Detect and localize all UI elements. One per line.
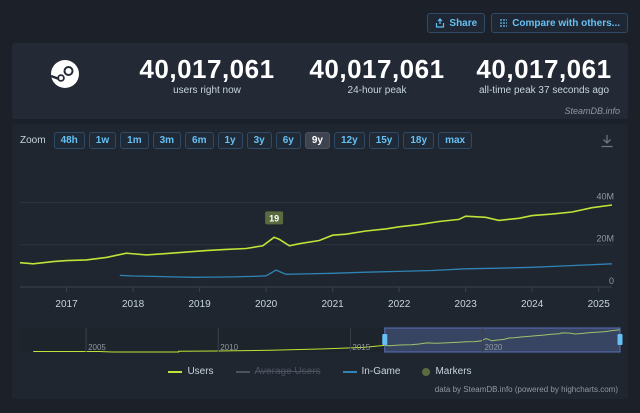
share-button[interactable]: Share xyxy=(427,13,486,33)
stat-all-time-peak: 40,017,061 all-time peak 37 seconds ago xyxy=(464,55,624,96)
navigator-tick-label: 2010 xyxy=(220,343,238,352)
credit-text: data by SteamDB.info (powered by highcha… xyxy=(434,385,618,394)
navigator-background xyxy=(20,328,620,352)
stat-all-time-peak-label: all-time peak 37 seconds ago xyxy=(478,85,610,96)
stat-24h-peak-label: 24-hour peak xyxy=(347,85,407,96)
y-tick-label: 0 xyxy=(609,276,614,286)
x-tick-label: 2018 xyxy=(122,299,145,310)
zoom-button-6y[interactable]: 6y xyxy=(275,132,301,149)
zoom-button-6m[interactable]: 6m xyxy=(185,132,214,149)
zoom-button-max[interactable]: max xyxy=(438,132,473,149)
stat-current: 40,017,061 users right now xyxy=(127,55,287,96)
legend-swatch-line xyxy=(235,370,250,373)
stat-24h-peak: 40,017,061 24-hour peak xyxy=(297,55,457,96)
zoom-button-1y[interactable]: 1y xyxy=(217,132,243,149)
compare-button[interactable]: Compare with others... xyxy=(491,13,628,33)
marker-label: 19 xyxy=(269,213,279,223)
x-tick-label: 2024 xyxy=(521,299,544,310)
legend-label: Users xyxy=(187,366,214,377)
x-tick-label: 2021 xyxy=(322,299,345,310)
x-tick-label: 2023 xyxy=(455,299,478,310)
zoom-button-1m[interactable]: 1m xyxy=(120,132,149,149)
x-tick-label: 2020 xyxy=(255,299,278,310)
y-tick-label: 20M xyxy=(596,234,614,244)
legend: Users Average Users In-Game Markers xyxy=(12,366,628,377)
series-line-users xyxy=(19,204,613,265)
legend-label: In-Game xyxy=(361,366,401,377)
navigator-tick-label: 2015 xyxy=(352,343,370,352)
navigator-line xyxy=(33,329,621,353)
zoom-button-18y[interactable]: 18y xyxy=(403,132,435,149)
watermark: SteamDB.info xyxy=(564,106,620,116)
legend-swatch-dot xyxy=(422,367,431,376)
share-label: Share xyxy=(449,17,478,29)
legend-label: Average Users xyxy=(254,366,321,377)
navigator-tick-label: 2020 xyxy=(485,343,503,352)
y-tick-label: 40M xyxy=(596,191,614,201)
navigator-tick-label: 2005 xyxy=(88,343,106,352)
x-tick-label: 2017 xyxy=(55,299,78,310)
zoom-button-3m[interactable]: 3m xyxy=(152,132,182,149)
chart-svg[interactable]: 19 0 20M 40M 2017 2018 2019 2020 2021 2022 2023 20… xyxy=(12,124,628,399)
zoom-button-3y[interactable]: 3y xyxy=(246,132,272,149)
navigator-handle-left[interactable] xyxy=(382,334,388,345)
stat-all-time-peak-value: 40,017,061 xyxy=(476,54,612,84)
zoom-button-48h[interactable]: 48h xyxy=(53,132,85,149)
legend-item-avg[interactable]: Average Users xyxy=(235,366,321,377)
navigator-selection[interactable] xyxy=(384,327,621,353)
zoom-button-9y[interactable]: 9y xyxy=(304,132,330,149)
zoom-button-15y[interactable]: 15y xyxy=(368,132,400,149)
marker-flag xyxy=(265,211,284,225)
stat-24h-peak-value: 40,017,061 xyxy=(309,54,445,84)
legend-item-markers[interactable]: Markers xyxy=(422,366,472,377)
share-icon xyxy=(436,18,445,28)
zoom-row: Zoom 48h 1w 1m 3m 6m 1y 3y 6y 9y 12y 15y 18y max xyxy=(20,132,473,149)
legend-swatch-line xyxy=(168,370,183,373)
zoom-button-12y[interactable]: 12y xyxy=(334,132,365,149)
zoom-button-1w[interactable]: 1w xyxy=(88,132,117,149)
chart-panel: Zoom 48h 1w 1m 3m 6m 1y 3y 6y 9y 12y 15y 18y max 19 … xyxy=(12,124,628,399)
compare-icon xyxy=(500,19,508,27)
legend-item-users[interactable]: Users xyxy=(168,366,214,377)
navigator-handle-right[interactable] xyxy=(617,334,623,345)
steam-logo-icon xyxy=(50,60,79,88)
stat-current-value: 40,017,061 xyxy=(139,54,275,84)
series-line-in-game xyxy=(119,263,613,278)
zoom-label: Zoom xyxy=(20,135,46,146)
compare-label: Compare with others... xyxy=(512,17,620,29)
legend-item-ingame[interactable]: In-Game xyxy=(342,366,401,377)
legend-swatch-line xyxy=(342,370,357,373)
stats-panel: 40,017,061 users right now 40,017,061 24… xyxy=(12,43,628,119)
top-actions: Share Compare with others... xyxy=(427,13,628,33)
x-tick-label: 2025 xyxy=(588,299,611,310)
stat-current-label: users right now xyxy=(173,85,241,96)
x-tick-label: 2022 xyxy=(388,299,411,310)
legend-label: Markers xyxy=(435,366,472,377)
x-tick-label: 2019 xyxy=(188,299,211,310)
download-icon[interactable] xyxy=(600,134,614,148)
